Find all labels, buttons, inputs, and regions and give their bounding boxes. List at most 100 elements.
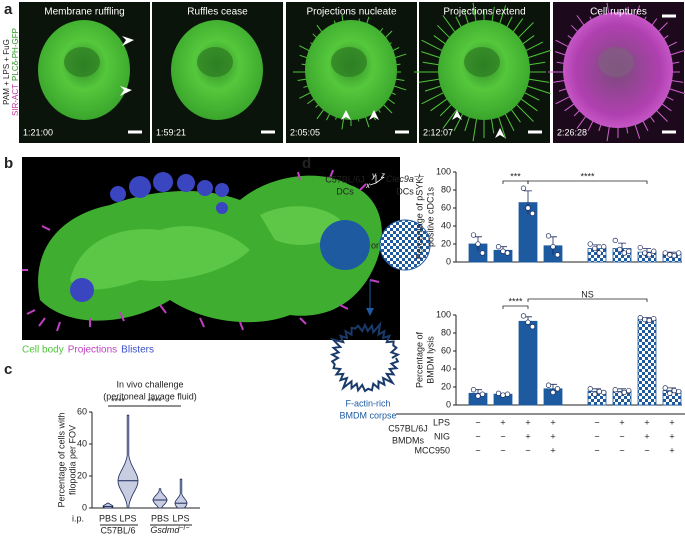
- row-label: LPS: [433, 417, 450, 427]
- condition-sign: −: [619, 445, 624, 455]
- corpse-label: F-actin-rich: [345, 398, 390, 408]
- or-label: or: [371, 240, 379, 250]
- violin: [117, 414, 139, 509]
- condition-sign: +: [644, 417, 649, 427]
- data-point: [520, 185, 527, 191]
- y-tick-label: 40: [77, 438, 87, 448]
- genotype-label: −/−: [414, 174, 424, 181]
- ko-cell: [379, 219, 431, 271]
- data-point: [495, 244, 502, 250]
- frame-title: Ruffles cease: [187, 7, 248, 18]
- strain-label: Clec9a−/−: [386, 174, 424, 185]
- axis-icon: [369, 175, 385, 186]
- condition-sign: −: [500, 445, 505, 455]
- condition-sign: −: [475, 431, 480, 441]
- significance: ****: [111, 396, 126, 406]
- group-label: Gsdmd−/−: [150, 525, 189, 536]
- condition-sign: −: [594, 417, 599, 427]
- y-axis-label: filopodia per FOV: [67, 425, 77, 495]
- condition-sign: −: [619, 431, 624, 441]
- membrane-label: PLCδ-PH-GFP: [11, 28, 20, 81]
- corpse: [329, 320, 401, 393]
- data-point: [667, 390, 673, 396]
- projection: [421, 90, 447, 105]
- cell-label: DCs: [396, 186, 414, 196]
- data-point: [592, 245, 598, 252]
- frame: [414, 2, 551, 143]
- condition-sign: +: [525, 431, 530, 441]
- legend-label: Projections: [68, 345, 117, 356]
- condition-sign: +: [525, 417, 530, 427]
- y-axis-label: positive cDC1s: [425, 186, 435, 247]
- arrowhead: [369, 110, 379, 120]
- data-point: [642, 250, 648, 256]
- side-label: PAM + LPS + FuG: [2, 39, 11, 105]
- data-point: [676, 250, 682, 256]
- y-tick-label: 20: [77, 470, 87, 480]
- condition-sign: +: [619, 417, 624, 427]
- data-point: [667, 252, 673, 258]
- data-point: [617, 391, 623, 397]
- violin: [174, 478, 188, 509]
- significance: ****: [508, 296, 523, 306]
- y-tick-label: 40: [441, 220, 451, 230]
- data-point: [554, 252, 561, 258]
- data-point: [662, 250, 668, 256]
- y-axis-label: Percentage of: [414, 331, 424, 388]
- cell-label: DCs: [336, 186, 354, 196]
- significance: ***: [510, 171, 521, 181]
- condition-sign: −: [475, 417, 480, 427]
- condition-sign: +: [669, 431, 674, 441]
- x-tick-label: LPS: [119, 513, 136, 523]
- group-label: BMDMs: [392, 435, 424, 445]
- condition-sign: +: [500, 417, 505, 427]
- data-point: [495, 390, 502, 396]
- frame-time: 2:05:05: [290, 127, 320, 137]
- gene-label: Clec9a: [386, 174, 414, 184]
- condition-sign: +: [644, 431, 649, 441]
- data-point: [500, 392, 506, 398]
- violin: [152, 488, 168, 509]
- y-tick-label: 80: [441, 184, 451, 194]
- data-point: [626, 387, 632, 394]
- schematic: [320, 219, 431, 316]
- data-point: [601, 389, 607, 396]
- y-tick-label: 20: [441, 238, 451, 248]
- strain-label: C57BL/6J: [325, 174, 365, 184]
- data-point: [637, 315, 643, 321]
- violin: [102, 502, 114, 509]
- actin-label: SIR-ACT: [11, 84, 20, 116]
- projection: [418, 78, 443, 83]
- x-tick-label: LPS: [172, 513, 189, 523]
- data-point: [525, 319, 531, 325]
- data-point: [651, 248, 657, 254]
- data-point: [596, 250, 602, 256]
- bracket: [502, 305, 529, 309]
- projection: [513, 101, 534, 122]
- chart-title: In vivo challenge: [116, 379, 183, 389]
- data-point: [470, 387, 477, 393]
- data-point: [621, 389, 627, 396]
- frame-time: 1:21:00: [23, 127, 53, 137]
- row-label: NIG: [434, 431, 450, 441]
- data-point: [475, 241, 481, 247]
- bar: [637, 319, 657, 406]
- arrowhead: [120, 86, 132, 96]
- arrowhead: [452, 110, 462, 120]
- bracket: [502, 180, 529, 184]
- data-point: [671, 253, 677, 259]
- y-tick-label: 20: [441, 381, 451, 391]
- condition-sign: +: [669, 417, 674, 427]
- projection: [523, 84, 551, 95]
- significance: ****: [580, 171, 595, 181]
- row-label: MCC950: [414, 445, 450, 455]
- data-point: [601, 244, 607, 250]
- data-point: [520, 313, 527, 319]
- corpse-label: BMDM corpse: [339, 410, 396, 420]
- y-axis-label: Percentage of cells with: [56, 412, 66, 507]
- data-point: [529, 324, 536, 330]
- significance: NS: [581, 289, 594, 299]
- y-tick-label: 60: [441, 345, 451, 355]
- y-tick-label: 60: [77, 406, 87, 416]
